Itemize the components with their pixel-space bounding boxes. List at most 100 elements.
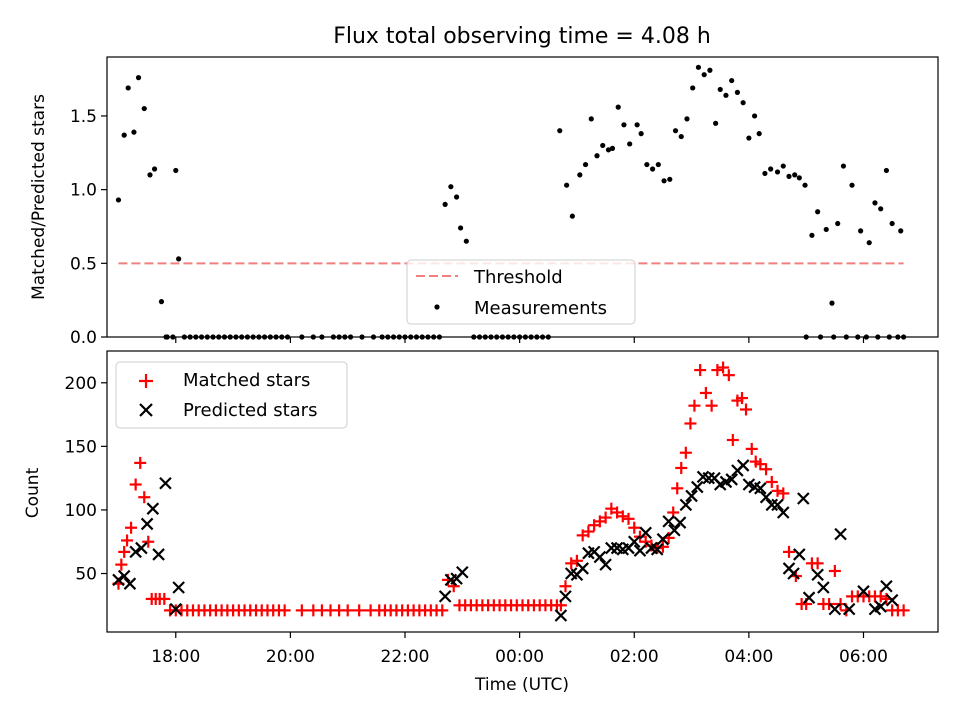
predicted-star-point [559,590,572,603]
measurement-point [173,167,179,174]
measurement-point [796,175,802,181]
measurement-point [115,197,122,203]
legend-matched-label: Matched stars [183,370,310,391]
measurement-point [644,161,650,168]
legend-box [406,259,636,325]
predicted-star-point [639,526,652,540]
measurement-point [151,166,158,172]
measurement-point [131,129,137,135]
bottom-x-axis-ticks: 18:00 20:00 22:00 00:00 02:00 04:00 06:00 [151,632,888,667]
measurement-point [713,120,719,126]
matched-star-point [436,604,449,617]
x-tick-label: 00:00 [495,647,544,667]
measurement-point [605,147,612,153]
top-plot-frame [106,56,939,338]
matched-star-point [138,491,151,504]
matched-star-point [121,534,134,547]
measurement-point [780,163,786,169]
measurement-point [768,166,774,172]
measurement-point [752,113,758,119]
chart-title: Flux total observing time = 4.08 h [333,24,711,49]
x-tick-label: 20:00 [266,647,315,667]
measurement-point [802,182,808,188]
predicted-star-point [834,527,847,541]
predicted-star-point [135,541,148,555]
predicted-star-point [817,581,830,594]
legend-measurements-swatch [434,304,440,310]
legend-predicted-swatch [139,403,153,417]
measurement-point [667,176,673,182]
matched-star-point [782,545,795,558]
predicted-star-point [765,498,779,512]
measurement-point [762,170,768,177]
predicted-star-point [880,579,893,593]
x-tick-label: 02:00 [610,647,659,667]
measurement-point [866,240,872,246]
measurement-point [594,153,600,159]
predicted-star-point [662,515,675,528]
measurement-point [695,64,702,70]
predicted-star-point [702,471,716,485]
measurement-point [672,128,679,134]
matched-star-point [897,604,910,617]
measurement-point [564,182,570,188]
predicted-star-point [797,492,810,505]
measurement-point [898,228,904,234]
matched-star-point [745,442,758,455]
bottom-y-axis-label: Count [23,467,43,518]
top-panel: 0.0 0.5 1.0 1.5 Matched/Predicted stars Thr… [29,56,939,348]
matched-star-point [118,545,131,558]
measurement-point [634,122,640,128]
measurement-point [786,173,792,179]
y-tick-label: 1.0 [70,181,97,201]
measurement-point [655,161,661,168]
legend-threshold-label: Threshold [473,267,563,288]
measurement-point [872,200,878,206]
predicted-star-point [633,544,647,557]
measurement-point [707,67,713,73]
y-tick-label: 150 [65,437,97,457]
y-tick-label: 0.0 [70,328,97,348]
count-points [112,361,910,622]
predicted-star-point [146,502,160,515]
measurement-point [463,238,469,244]
measurement-point [569,213,575,219]
measurement-point [774,169,781,175]
predicted-star-point [576,562,589,575]
matched-star-point [711,364,724,377]
predicted-star-point [802,591,816,604]
measurement-point [740,100,746,106]
matched-star-point [684,417,697,430]
measurement-point [717,86,723,93]
predicted-star-point [679,498,693,512]
measurement-point [734,89,741,95]
measurement-point [746,135,752,141]
top-legend: Threshold Measurements [406,259,636,325]
measurement-point [582,161,589,168]
matched-star-point [353,604,366,617]
predicted-star-point [123,577,137,590]
predicted-star-point [736,459,750,472]
predicted-star-point [754,482,767,495]
top-x-axis-ticks [175,337,865,343]
predicted-star-point [140,517,154,531]
measurement-point [815,209,821,215]
predicted-star-point [599,558,612,571]
top-y-axis-label: Matched/Predicted stars [29,94,49,300]
predicted-star-point [811,568,824,582]
matched-star-point [565,557,578,570]
measurement-point [829,300,835,306]
predicted-star-point [169,602,183,616]
matched-star-point [874,590,887,603]
measurement-point [684,116,690,122]
measurement-point [442,201,448,207]
x-tick-label: 18:00 [151,647,200,667]
measurement-point [158,299,165,305]
matched-star-point [811,557,824,570]
measurement-point [849,182,855,188]
matched-star-point [628,521,641,534]
bottom-legend: Matched stars Predicted stars [115,361,348,429]
predicted-star-point [842,602,856,616]
matched-star-point [341,604,354,617]
measurement-point [615,104,621,110]
